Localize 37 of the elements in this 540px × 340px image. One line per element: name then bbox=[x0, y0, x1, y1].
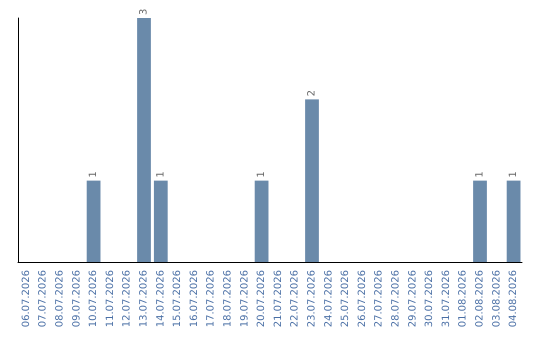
data-label: 3 bbox=[138, 8, 150, 15]
x-tick-label: 14.07.2026 bbox=[155, 270, 166, 328]
data-label: 1 bbox=[474, 171, 486, 178]
data-label: 1 bbox=[508, 171, 520, 178]
x-tick-label: 08.07.2026 bbox=[54, 270, 66, 328]
x-tick-label: 17.07.2026 bbox=[206, 270, 217, 328]
x-tick-label: 30.07.2026 bbox=[424, 270, 436, 328]
x-tick-label: 25.07.2026 bbox=[340, 270, 352, 328]
x-tick-label: 02.08.2026 bbox=[474, 270, 486, 328]
x-tick-label: 23.07.2026 bbox=[306, 270, 318, 328]
x-tick-label: 13.07.2026 bbox=[138, 270, 150, 328]
x-tick-label: 28.07.2026 bbox=[390, 270, 402, 328]
x-tick-label: 16.07.2026 bbox=[188, 270, 200, 328]
x-tick-label: 29.07.2026 bbox=[407, 270, 418, 328]
x-tick-label: 19.07.2026 bbox=[239, 270, 250, 328]
x-tick-label: 12.07.2026 bbox=[122, 270, 133, 328]
x-tick-label: 03.08.2026 bbox=[491, 270, 502, 328]
x-tick-label: 07.07.2026 bbox=[38, 270, 49, 328]
data-label: 1 bbox=[88, 171, 100, 178]
x-tick-label: 04.08.2026 bbox=[508, 270, 520, 328]
x-tick-label: 31.07.2026 bbox=[440, 270, 452, 328]
x-tick-label: 11.07.2026 bbox=[104, 270, 116, 328]
x-tick-label: 01.08.2026 bbox=[458, 270, 469, 328]
x-tick-label: 15.07.2026 bbox=[172, 270, 184, 328]
x-tick-label: 26.07.2026 bbox=[356, 270, 368, 328]
data-label: 1 bbox=[256, 171, 268, 178]
x-tick-label: 09.07.2026 bbox=[71, 270, 82, 328]
x-tick-label: 24.07.2026 bbox=[323, 270, 334, 328]
x-tick-label: 27.07.2026 bbox=[374, 270, 385, 328]
x-tick-label: 06.07.2026 bbox=[20, 270, 32, 328]
x-tick-label: 22.07.2026 bbox=[290, 270, 301, 328]
x-tick-label: 20.07.2026 bbox=[256, 270, 268, 328]
x-tick-label: 18.07.2026 bbox=[222, 270, 234, 328]
x-tick-label: 10.07.2026 bbox=[88, 270, 100, 328]
data-label: 2 bbox=[306, 90, 318, 96]
data-label: 1 bbox=[155, 171, 166, 178]
x-tick-label: 21.07.2026 bbox=[272, 270, 284, 328]
